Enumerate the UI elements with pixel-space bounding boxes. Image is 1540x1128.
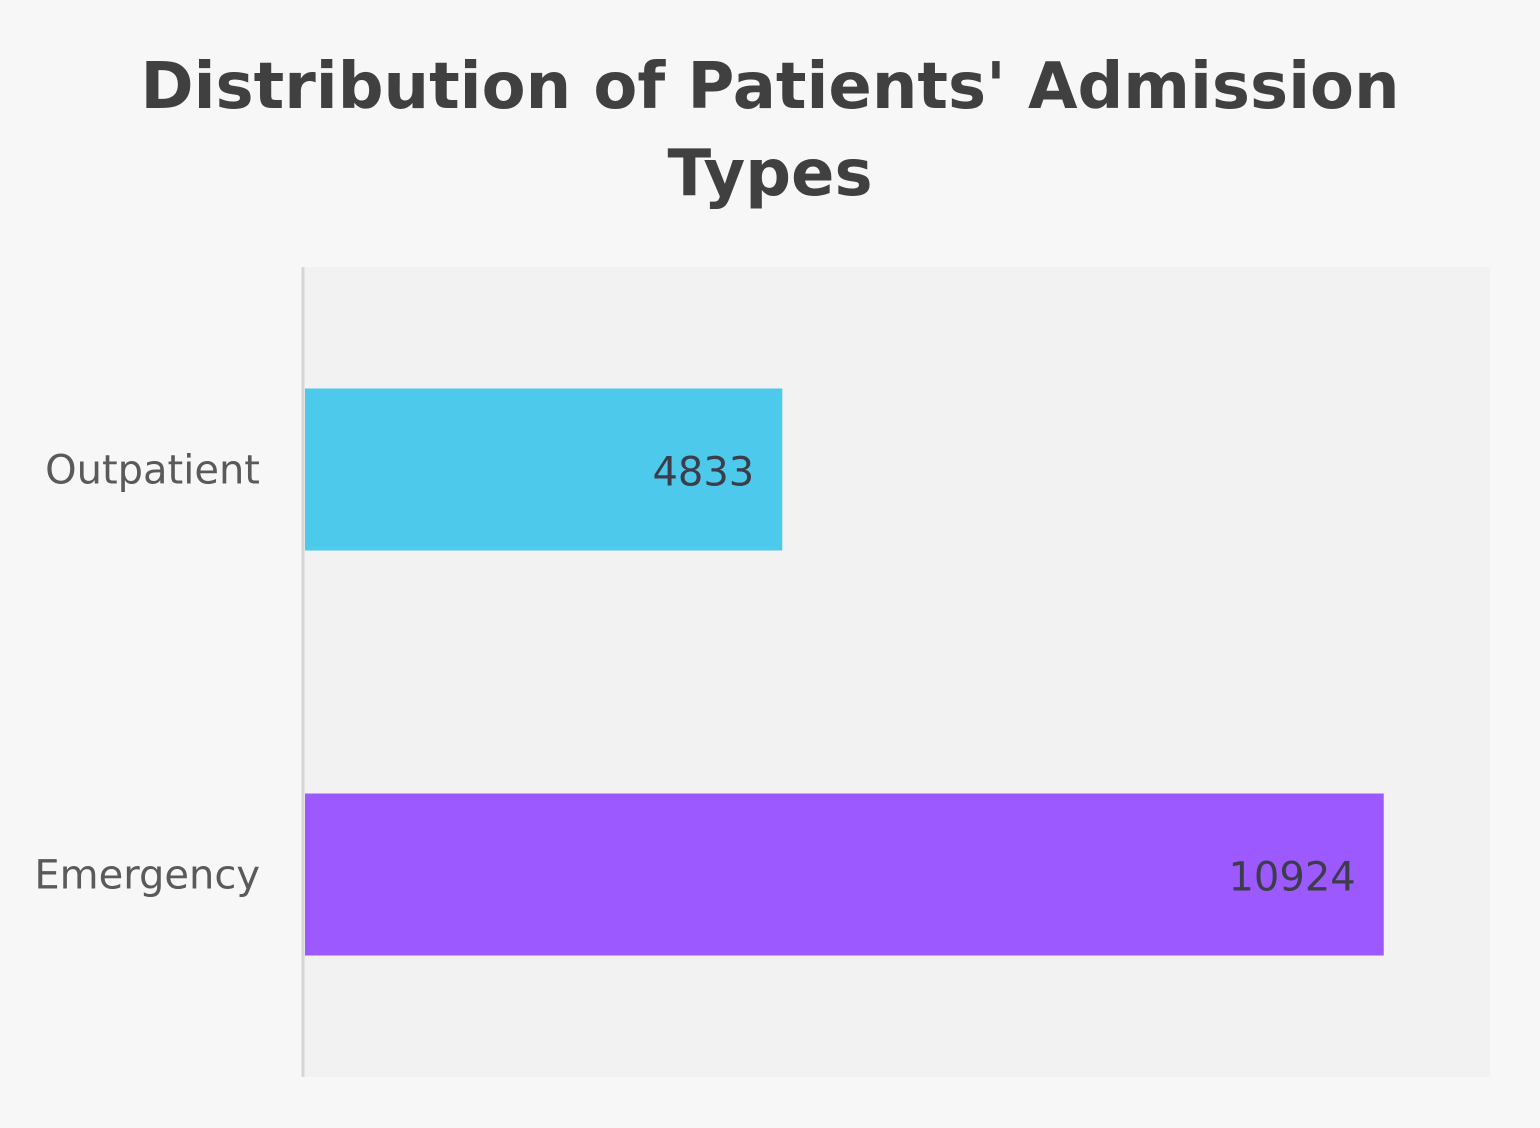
category-label-outpatient: Outpatient — [45, 448, 260, 494]
value-label-outpatient: 4833 — [652, 450, 754, 496]
bar-outpatient — [305, 388, 783, 551]
chart-title-line-2: Types — [667, 137, 872, 211]
bars: Outpatient 4833 Emergency 10924 — [34, 388, 1384, 956]
chart-title-line-1: Distribution of Patients' Admission — [140, 50, 1399, 124]
value-label-emergency: 10924 — [1228, 855, 1355, 901]
bar-emergency — [305, 793, 1384, 956]
category-label-emergency: Emergency — [34, 853, 260, 899]
